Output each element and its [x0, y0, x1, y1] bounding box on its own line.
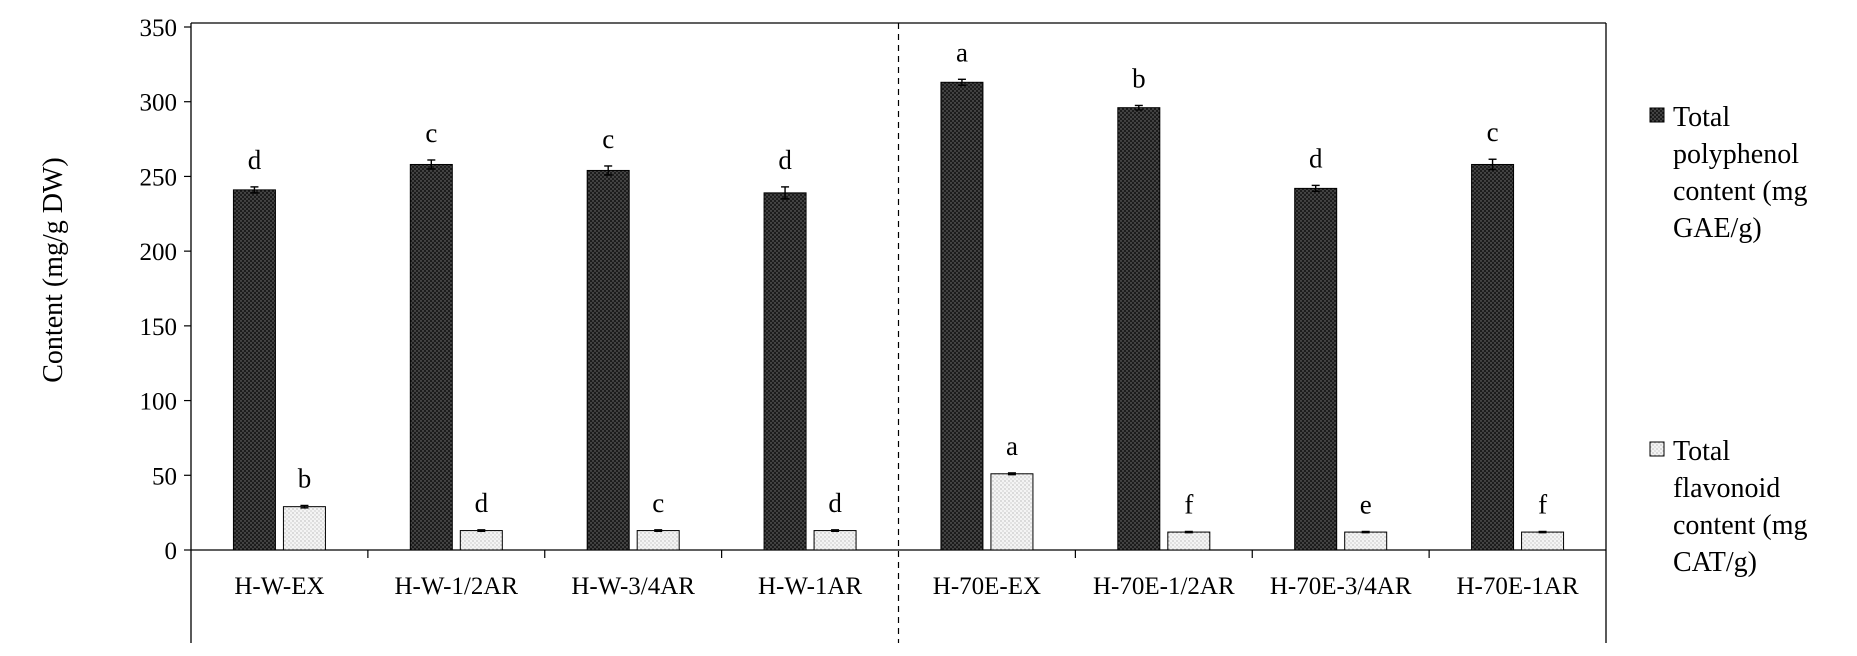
legend-label: flavonoid: [1673, 473, 1780, 504]
y-tick-label: 250: [140, 164, 178, 191]
bars: d b c d c c d d a a b f d e c f: [232, 37, 1565, 551]
bar: [636, 530, 680, 551]
significance-label: c: [1487, 117, 1499, 147]
legend-label: CAT/g): [1673, 547, 1757, 578]
bar: [1294, 187, 1338, 551]
category-label: H-70E-1/2AR: [1093, 573, 1235, 600]
bar: [1471, 163, 1515, 551]
significance-label: b: [298, 463, 312, 493]
bar: [763, 192, 807, 551]
y-tick-label: 150: [140, 314, 178, 341]
category-labels: H-W-EX H-W-1/2AR H-W-3/4AR H-W-1AR H-70E-EX H…: [234, 573, 1579, 600]
bar: [1344, 531, 1388, 551]
y-tick-label: 100: [140, 389, 178, 416]
significance-label: d: [475, 488, 489, 518]
legend-label: Total: [1673, 102, 1730, 133]
y-tick-label: 300: [140, 90, 178, 117]
significance-label: f: [1184, 489, 1193, 519]
significance-label: a: [1006, 431, 1018, 461]
legend-swatch: [1649, 441, 1665, 457]
bar: [282, 506, 326, 551]
significance-label: a: [956, 37, 968, 67]
category-label: H-W-1/2AR: [395, 573, 519, 600]
bar: [1117, 107, 1161, 551]
significance-label: d: [248, 145, 262, 175]
significance-label: e: [1360, 489, 1372, 519]
y-tick-label: 50: [152, 463, 177, 490]
category-label: H-70E-3/4AR: [1270, 573, 1412, 600]
category-label: H-W-1AR: [758, 573, 862, 600]
y-axis: 0 50 100 150 200 250 300 350: [140, 15, 191, 565]
legend-label: content (mg: [1673, 510, 1808, 541]
bar: [586, 169, 630, 551]
bar: [232, 189, 276, 551]
y-tick-label: 200: [140, 239, 178, 266]
category-label: H-70E-EX: [933, 573, 1041, 600]
chart-frame: [190, 22, 1607, 643]
bar: [459, 530, 503, 551]
y-tick-label: 0: [165, 538, 178, 565]
legend-label: content (mg: [1673, 176, 1808, 207]
legend-label: Total: [1673, 436, 1730, 467]
significance-label: d: [828, 488, 842, 518]
category-label: H-W-EX: [234, 573, 324, 600]
bar: [940, 81, 984, 551]
bar: [1521, 531, 1565, 551]
legend-label: GAE/g): [1673, 213, 1762, 244]
significance-label: c: [602, 124, 614, 154]
significance-label: c: [652, 488, 664, 518]
y-axis-title: Content (mg/g DW): [38, 157, 69, 383]
significance-label: f: [1538, 489, 1547, 519]
significance-label: c: [425, 118, 437, 148]
y-tick-label: 350: [140, 15, 178, 42]
significance-label: d: [778, 145, 792, 175]
bar: [1167, 531, 1211, 551]
significance-label: d: [1309, 143, 1323, 173]
bar: [990, 473, 1034, 551]
bar: [409, 163, 453, 551]
significance-label: b: [1132, 63, 1146, 93]
legend-swatch: [1649, 107, 1665, 123]
category-label: H-70E-1AR: [1456, 573, 1579, 600]
legend-label: polyphenol: [1673, 139, 1799, 170]
category-label: H-W-3/4AR: [571, 573, 695, 600]
legend: Total polyphenol content (mg GAE/g) Total fla…: [1649, 102, 1808, 578]
bar: [813, 530, 857, 551]
